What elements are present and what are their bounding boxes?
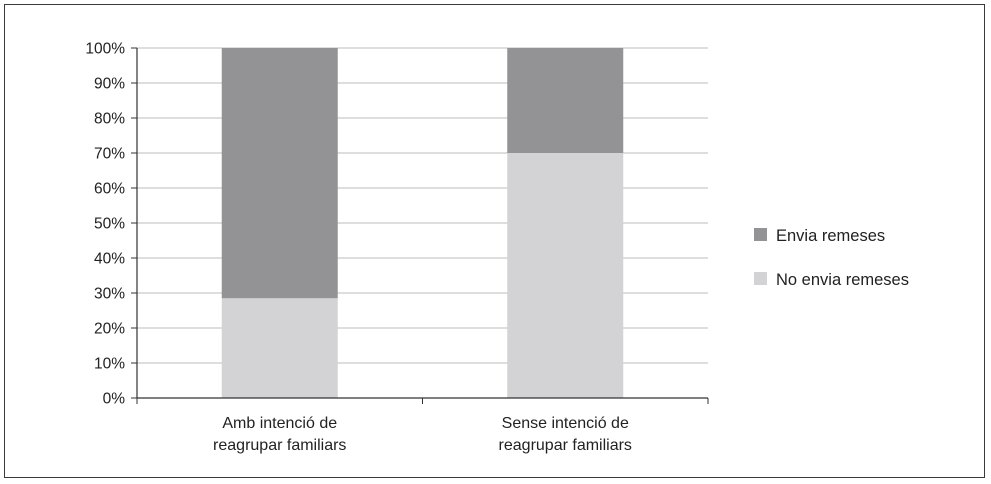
x-category-labels: Amb intenció de reagrupar familiars Sense … — [213, 415, 632, 454]
x-category-label: Amb intenció de — [222, 415, 337, 432]
legend-label: No envia remeses — [776, 271, 909, 289]
y-tick-label: 0% — [103, 391, 126, 408]
y-tick-label: 70% — [94, 146, 125, 163]
bar-segment-envia-2 — [507, 48, 624, 153]
legend-label: Envia remeses — [776, 227, 885, 245]
y-tick-label: 40% — [94, 251, 125, 268]
y-tick-label: 10% — [94, 356, 125, 373]
bars — [221, 48, 624, 398]
legend-swatch — [754, 272, 767, 285]
y-tick-label: 90% — [94, 76, 125, 93]
legend-swatch — [754, 228, 767, 241]
x-category-label: reagrupar familiars — [213, 437, 346, 454]
legend: Envia remeses No envia remeses — [754, 227, 909, 289]
y-tick-labels: 0% 10% 20% 30% 40% 50% 60% 70% 80% 90% 100% — [85, 41, 125, 408]
x-category-label: reagrupar familiars — [499, 437, 632, 454]
y-tick-label: 80% — [94, 111, 125, 128]
bar-segment-no-envia-2 — [507, 153, 624, 398]
y-tick-label: 100% — [85, 41, 125, 58]
bar-segment-no-envia-1 — [221, 298, 338, 398]
y-tick-label: 60% — [94, 181, 125, 198]
y-tick-label: 30% — [94, 286, 125, 303]
bar-segment-envia-1 — [221, 48, 338, 299]
y-tick-label: 50% — [94, 216, 125, 233]
x-category-label: Sense intenció de — [502, 415, 629, 432]
axes — [131, 47, 709, 404]
y-tick-label: 20% — [94, 321, 125, 338]
